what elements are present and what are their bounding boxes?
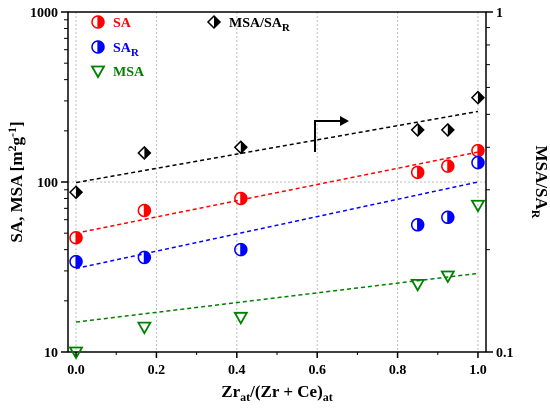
y-left-tick-label: 100 bbox=[37, 176, 58, 191]
data-point bbox=[410, 165, 425, 180]
x-axis-label-mid: /(Zr + Ce) bbox=[249, 382, 323, 401]
x-tick-label: 0.6 bbox=[308, 363, 326, 378]
legend-label-sub: R bbox=[131, 47, 140, 59]
data-point bbox=[68, 346, 84, 360]
marker-outline bbox=[410, 278, 426, 293]
x-tick-label: 1.0 bbox=[469, 363, 487, 378]
y-right-tick-label: 1 bbox=[496, 6, 503, 21]
trend-line-0 bbox=[75, 151, 479, 234]
legend-label-sub: R bbox=[282, 22, 291, 34]
data-point bbox=[69, 254, 83, 269]
x-tick-label: 0.0 bbox=[67, 363, 85, 378]
marker-outline bbox=[233, 140, 248, 155]
legend-label: SA bbox=[113, 16, 132, 31]
marker-outline bbox=[440, 270, 456, 284]
legend-marker bbox=[206, 14, 222, 30]
marker-outline bbox=[233, 311, 249, 326]
x-axis-label-main: Zr bbox=[221, 382, 240, 401]
trend-line-2 bbox=[75, 272, 479, 323]
legend-label-main: MSA bbox=[113, 65, 145, 80]
marker-outline bbox=[470, 199, 486, 214]
marker-fill bbox=[447, 123, 454, 136]
marker-fill bbox=[240, 141, 247, 154]
data-point bbox=[68, 185, 84, 200]
legend-label-main: SA bbox=[113, 41, 132, 56]
data-point bbox=[69, 230, 83, 245]
data-point bbox=[136, 321, 152, 335]
y-left-label-sup2: -1 bbox=[5, 127, 19, 137]
data-point bbox=[471, 155, 485, 170]
x-tick-label: 0.8 bbox=[389, 363, 407, 378]
data-point bbox=[470, 199, 486, 214]
data-point bbox=[234, 191, 248, 206]
legend-marker bbox=[90, 65, 106, 79]
ticks: 0.0 0.2 0.4 0.6 0.8 1.0 10 100 1000 0.1 1 bbox=[30, 6, 514, 378]
y-left-label-end: ] bbox=[7, 121, 26, 127]
data-point bbox=[410, 218, 425, 232]
legend-label: MSA/SAR bbox=[229, 16, 291, 34]
y-right-label-main: MSA/SA bbox=[532, 146, 550, 211]
y-axis-left-label: SA, MSA [m2g-1] bbox=[5, 121, 26, 242]
arrow-head bbox=[340, 116, 349, 126]
y-axis-right-label: MSA/SAR bbox=[529, 146, 550, 219]
x-tick-label: 0.2 bbox=[148, 363, 166, 378]
marker-outline bbox=[68, 185, 84, 200]
data-point bbox=[137, 203, 152, 218]
x-axis-label: Zrat/(Zr + Ce)at bbox=[221, 382, 333, 404]
y-left-label-main: SA, MSA [m bbox=[7, 152, 26, 243]
legend-marker bbox=[91, 40, 105, 54]
right-axis-arrow bbox=[314, 116, 349, 152]
trend-line-3 bbox=[75, 110, 479, 184]
data-point bbox=[470, 90, 486, 105]
arrow-shaft bbox=[314, 120, 340, 152]
marker-outline bbox=[440, 122, 455, 137]
legend-label-main: MSA/SA bbox=[229, 16, 283, 31]
y-right-label-sub: R bbox=[529, 210, 543, 219]
y-right-tick-label: 0.1 bbox=[496, 346, 514, 361]
data-point bbox=[137, 145, 152, 161]
data-point bbox=[233, 140, 248, 155]
y-left-label-sup1: 2 bbox=[5, 146, 19, 152]
marker-outline bbox=[68, 346, 84, 360]
marker-fill bbox=[76, 186, 83, 199]
marker-outline bbox=[206, 14, 222, 30]
data-point bbox=[410, 122, 425, 137]
x-axis-label-sub1: at bbox=[240, 390, 250, 404]
y-left-label-mid: g bbox=[7, 137, 26, 146]
marker-outline bbox=[470, 90, 486, 105]
grid bbox=[68, 12, 486, 352]
y-left-tick-label: 10 bbox=[44, 346, 58, 361]
trend-lines bbox=[75, 110, 479, 323]
x-tick-label: 0.4 bbox=[228, 363, 246, 378]
legend-label: SAR bbox=[113, 41, 140, 59]
legend-label: MSA bbox=[113, 65, 145, 80]
marker-outline bbox=[90, 65, 106, 79]
data-point bbox=[471, 143, 485, 158]
data-point bbox=[440, 270, 456, 284]
y-left-tick-label: 1000 bbox=[30, 6, 58, 21]
trend-line-1 bbox=[75, 181, 479, 270]
data-point bbox=[410, 278, 426, 293]
x-axis-label-sub2: at bbox=[323, 390, 333, 404]
data-point bbox=[234, 242, 248, 257]
marker-fill bbox=[144, 146, 151, 159]
data-point bbox=[441, 159, 455, 173]
data-markers bbox=[68, 90, 486, 360]
marker-fill bbox=[477, 91, 484, 104]
legend-marker bbox=[91, 15, 105, 29]
data-point bbox=[137, 250, 152, 265]
data-point bbox=[233, 311, 249, 326]
data-point bbox=[441, 210, 455, 225]
data-point bbox=[440, 122, 455, 137]
marker-fill bbox=[417, 123, 424, 136]
marker-fill bbox=[214, 16, 220, 28]
legend-label-main: SA bbox=[113, 16, 132, 31]
marker-outline bbox=[137, 145, 152, 161]
marker-outline bbox=[410, 122, 425, 137]
marker-outline bbox=[136, 321, 152, 335]
